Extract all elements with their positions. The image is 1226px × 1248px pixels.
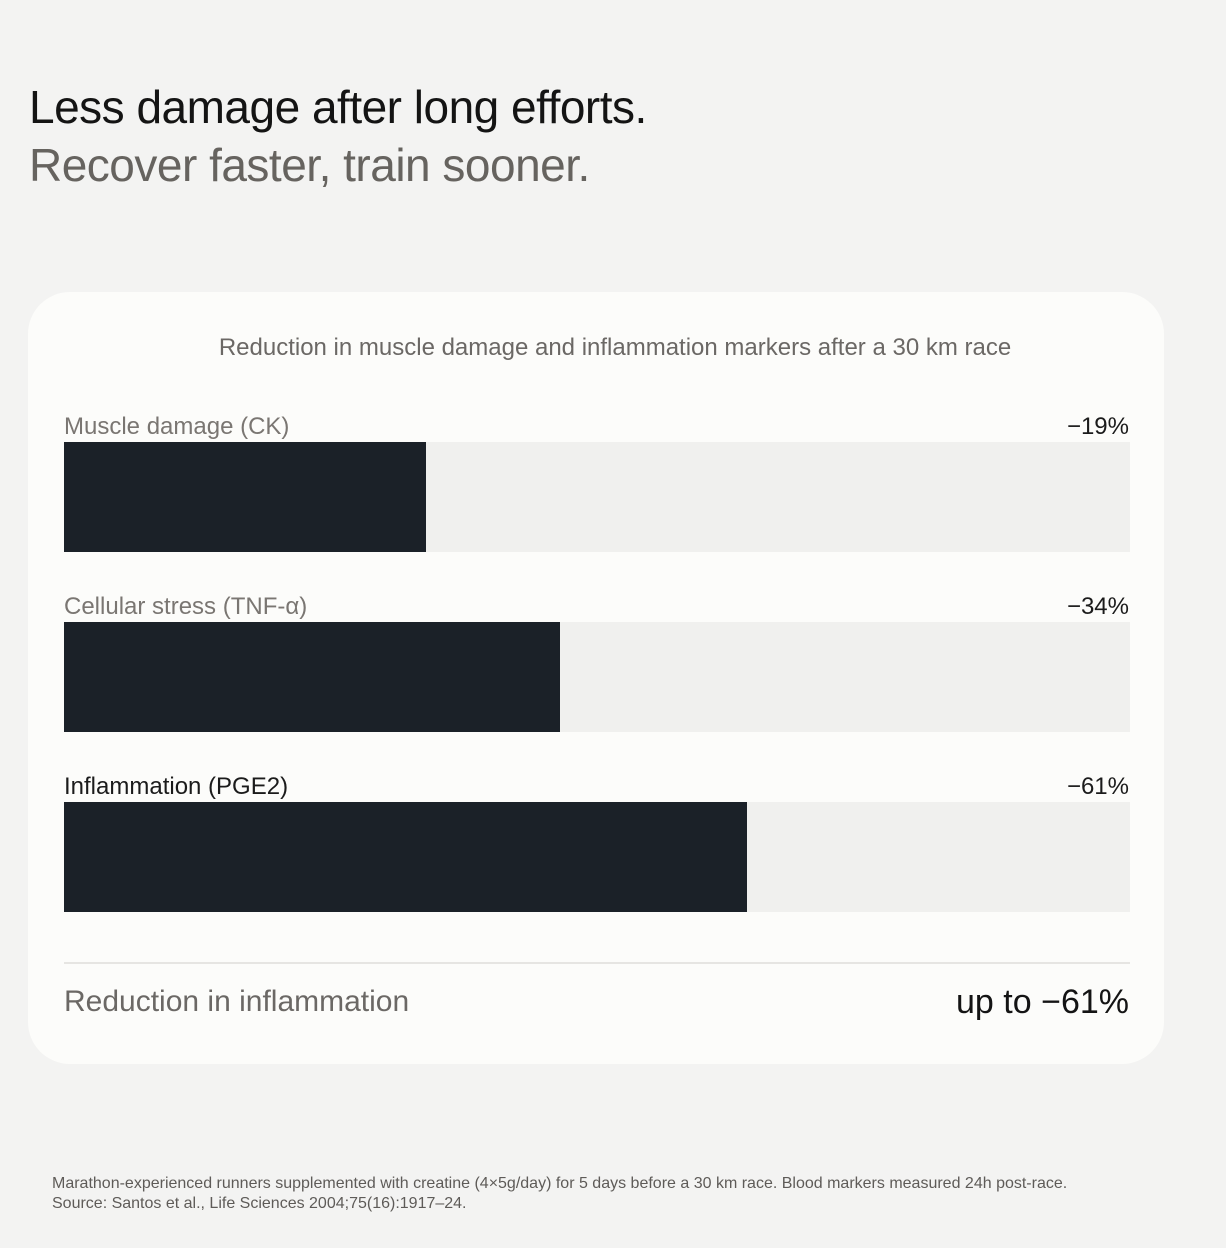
bar-track-cellular-stress [64,622,1130,732]
summary-value: up to −61% [956,983,1129,1021]
bar-value-cellular-stress: −34% [1066,593,1129,620]
bar-value-inflammation: −61% [1066,773,1129,800]
bar-label-cellular-stress: Cellular stress (TNF-α) [64,593,308,620]
bar-muscle-damage [64,442,426,552]
bar-track-inflammation [64,802,1130,912]
footnote: Marathon-experienced runners supplemente… [52,1174,1202,1214]
bar-label-muscle-damage: Muscle damage (CK) [64,413,290,440]
bar-cellular-stress [64,622,560,732]
headline-subtitle: Recover faster, train sooner. [29,139,590,191]
bar-label-inflammation: Inflammation (PGE2) [64,773,289,800]
chart-title: Reduction in muscle damage and inflammat… [218,334,1012,361]
bar-track-muscle-damage [64,442,1130,552]
summary-label: Reduction in inflammation [64,985,410,1018]
summary-divider [64,962,1130,964]
headline-title: Less damage after long efforts. [29,81,647,133]
page-headline: Less damage after long efforts. Recover … [29,78,647,194]
bar-value-muscle-damage: −19% [1066,413,1129,440]
bar-inflammation [64,802,747,912]
footnote-source: Source: Santos et al., Life Sciences 200… [52,1195,467,1212]
footnote-description: Marathon-experienced runners supplemente… [52,1175,1068,1192]
